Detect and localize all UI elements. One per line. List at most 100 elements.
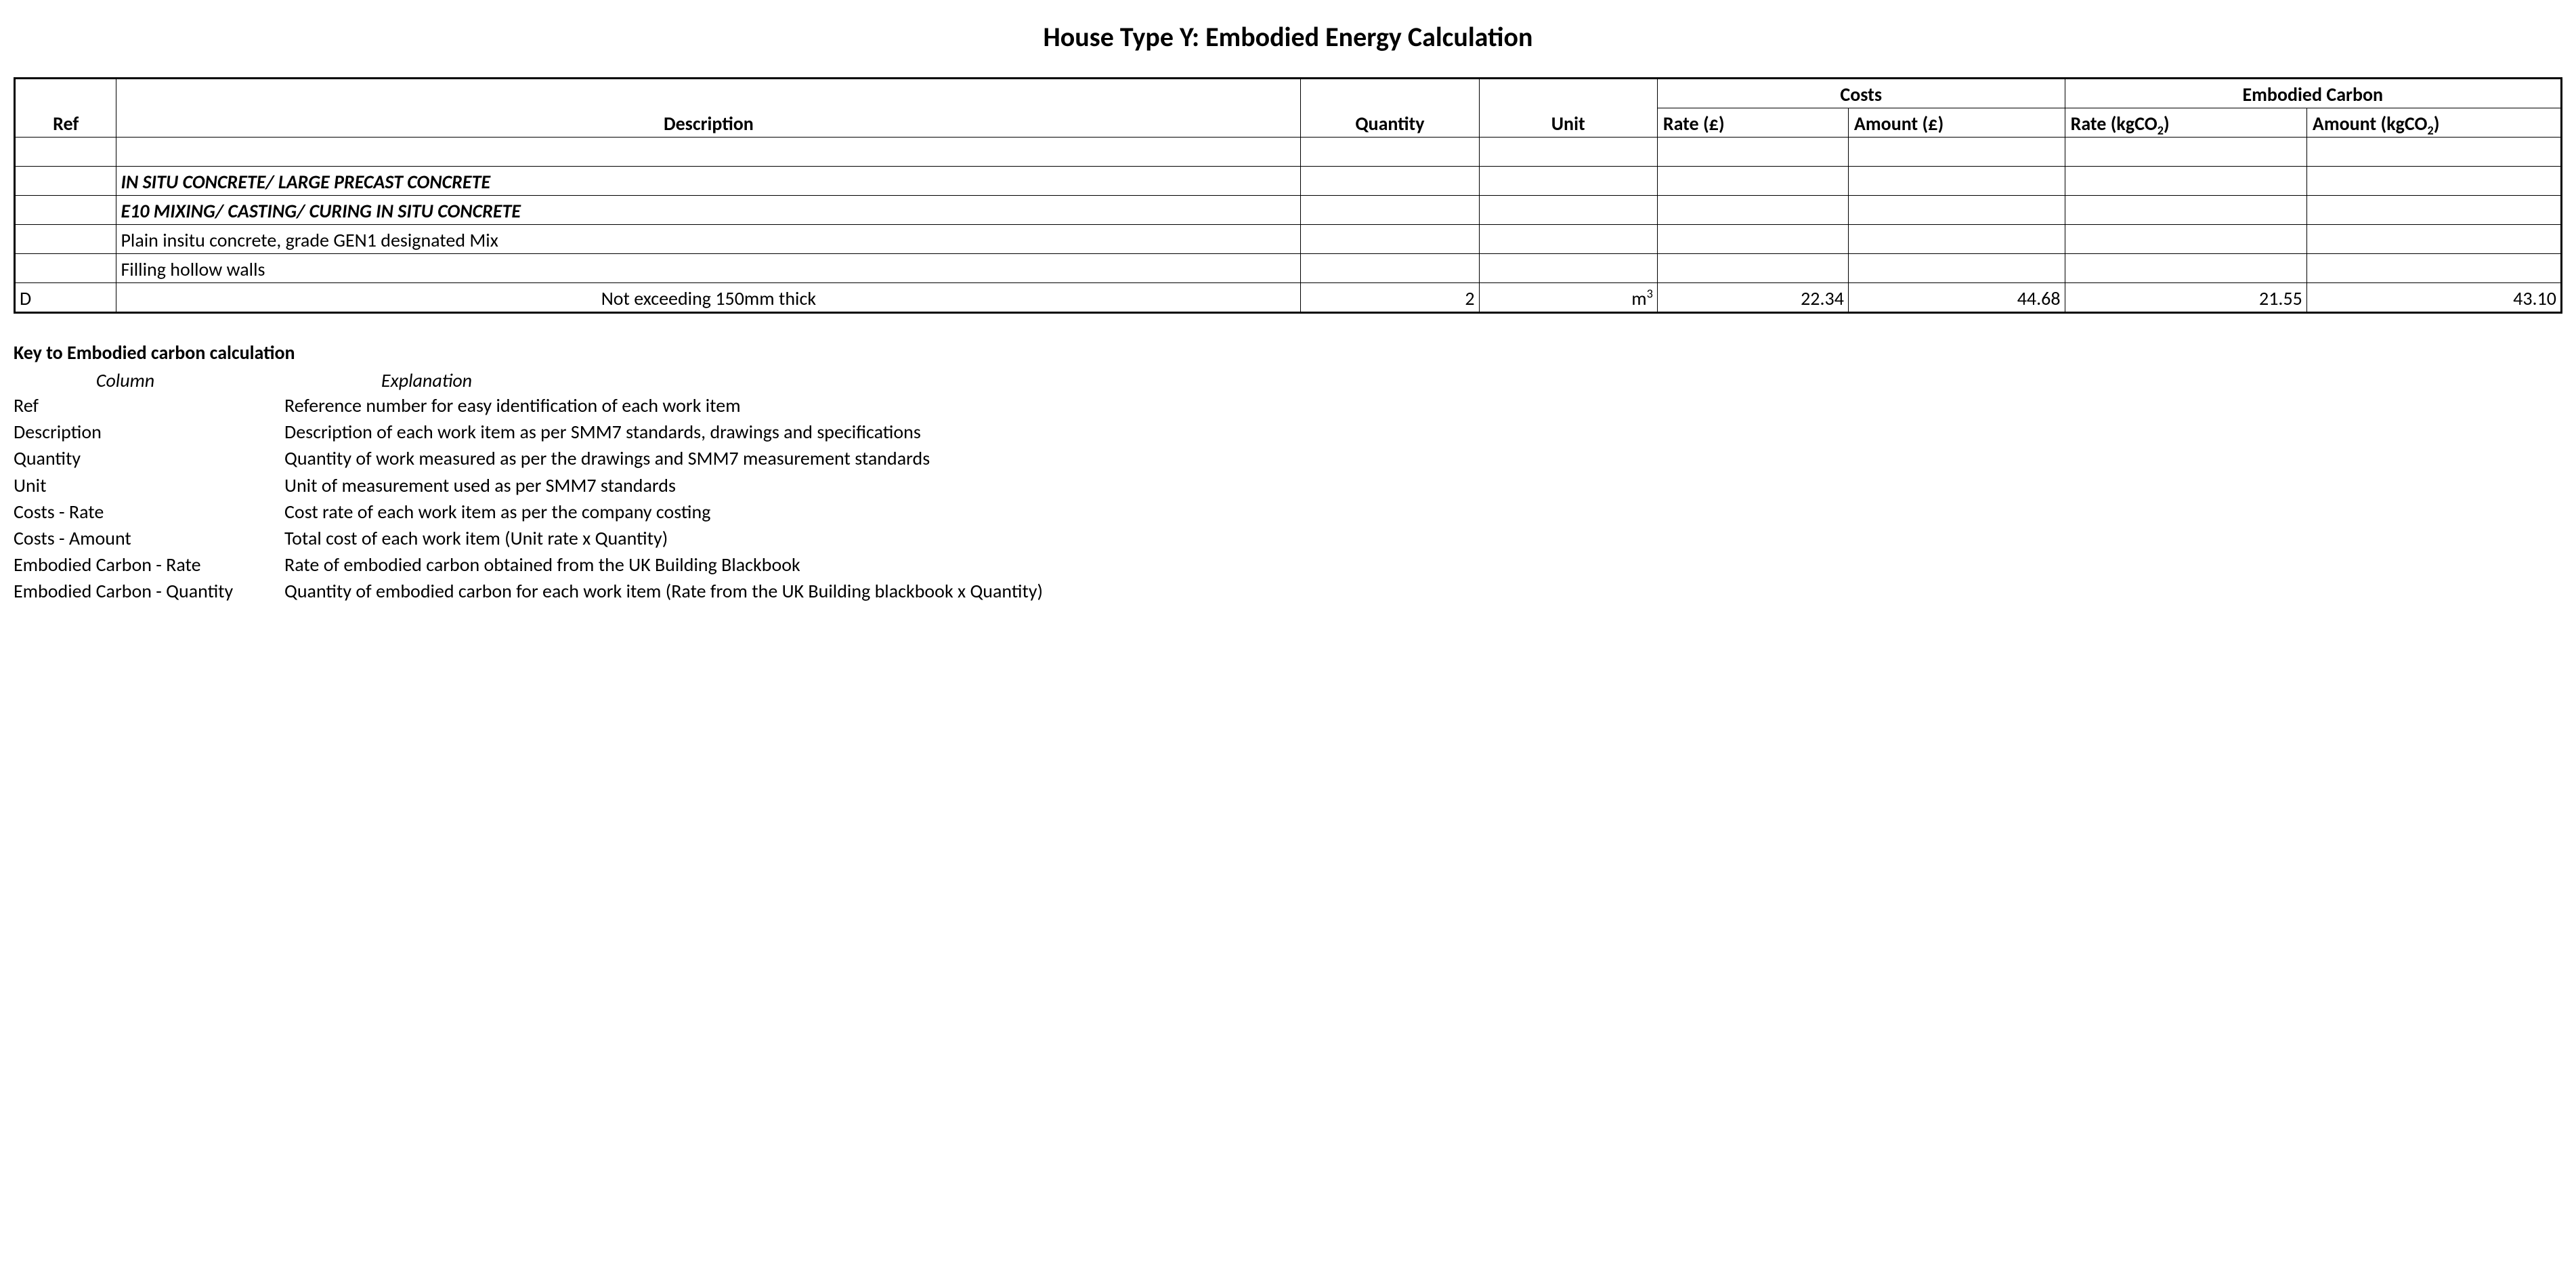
cell-description: E10 MIXING/ CASTING/ CURING IN SITU CONC… <box>116 196 1301 225</box>
hdr-costs-group: Costs <box>1657 79 2065 108</box>
key-column-name: Description <box>14 419 284 445</box>
cell-description <box>116 138 1301 167</box>
hdr-rate-cost: Rate (£) <box>1657 108 1848 138</box>
cell-unit <box>1479 167 1657 196</box>
cell-ec-amount <box>2306 167 2561 196</box>
cell-quantity <box>1301 138 1479 167</box>
key-section: Key to Embodied carbon calculation Colum… <box>14 341 2562 605</box>
hdr-embodied-group: Embodied Carbon <box>2065 79 2561 108</box>
key-explanation: Quantity of embodied carbon for each wor… <box>284 578 2562 604</box>
cell-cost-rate <box>1657 138 1848 167</box>
hdr-ref: Ref <box>15 79 116 138</box>
key-column-name: Ref <box>14 392 284 419</box>
key-row: Embodied Carbon - RateRate of embodied c… <box>14 551 2562 578</box>
key-explanation: Rate of embodied carbon obtained from th… <box>284 551 2562 578</box>
cell-ec-rate <box>2065 196 2306 225</box>
key-column-name: Embodied Carbon - Quantity <box>14 578 284 604</box>
cell-quantity <box>1301 167 1479 196</box>
cell-ec-amount <box>2306 254 2561 283</box>
cell-cost-amount: 44.68 <box>1848 283 2065 313</box>
key-column-name: Unit <box>14 472 284 499</box>
hdr-amount-ec: Amount (kgCO2) <box>2306 108 2561 138</box>
cell-ec-rate <box>2065 138 2306 167</box>
cell-ref <box>15 254 116 283</box>
hdr-rate-ec-suffix: ) <box>2164 112 2170 135</box>
table-row: Plain insitu concrete, grade GEN1 design… <box>15 225 2562 254</box>
cell-description: Plain insitu concrete, grade GEN1 design… <box>116 225 1301 254</box>
cell-ec-rate <box>2065 254 2306 283</box>
cell-cost-rate: 22.34 <box>1657 283 1848 313</box>
cell-description: Filling hollow walls <box>116 254 1301 283</box>
cell-quantity <box>1301 254 1479 283</box>
cell-ec-rate <box>2065 167 2306 196</box>
cell-cost-rate <box>1657 196 1848 225</box>
cell-unit <box>1479 138 1657 167</box>
cell-unit <box>1479 254 1657 283</box>
key-row: DescriptionDescription of each work item… <box>14 419 2562 445</box>
table-row: Filling hollow walls <box>15 254 2562 283</box>
cell-ec-amount <box>2306 196 2561 225</box>
hdr-amount-ec-suffix: ) <box>2434 112 2440 135</box>
cell-description: IN SITU CONCRETE/ LARGE PRECAST CONCRETE <box>116 167 1301 196</box>
key-column-name: Quantity <box>14 445 284 471</box>
hdr-amount-ec-prefix: Amount (kgCO <box>2313 112 2428 135</box>
cell-ref <box>15 196 116 225</box>
key-row: Costs - RateCost rate of each work item … <box>14 499 2562 525</box>
page-title: House Type Y: Embodied Energy Calculatio… <box>14 20 2562 54</box>
cell-ref: D <box>15 283 116 313</box>
cell-ref <box>15 225 116 254</box>
key-column-name: Embodied Carbon - Rate <box>14 551 284 578</box>
key-row: Embodied Carbon - QuantityQuantity of em… <box>14 578 2562 604</box>
table-row <box>15 138 2562 167</box>
key-explanation: Cost rate of each work item as per the c… <box>284 499 2562 525</box>
cell-unit <box>1479 196 1657 225</box>
cell-cost-amount <box>1848 196 2065 225</box>
table-row: DNot exceeding 150mm thick2m322.3444.682… <box>15 283 2562 313</box>
cell-cost-rate <box>1657 225 1848 254</box>
key-title: Key to Embodied carbon calculation <box>14 341 2562 364</box>
calculation-table: Ref Description Quantity Unit Costs Embo… <box>14 77 2562 314</box>
key-explanation: Total cost of each work item (Unit rate … <box>284 525 2562 551</box>
cell-unit: m3 <box>1479 283 1657 313</box>
cell-cost-amount <box>1848 225 2065 254</box>
hdr-rate-ec: Rate (kgCO2) <box>2065 108 2306 138</box>
key-row: RefReference number for easy identificat… <box>14 392 2562 419</box>
key-headers: Column Explanation <box>14 369 2562 392</box>
cell-ec-amount <box>2306 138 2561 167</box>
hdr-quantity: Quantity <box>1301 79 1479 138</box>
cell-cost-amount <box>1848 254 2065 283</box>
key-col2-hdr: Explanation <box>237 369 616 392</box>
hdr-rate-ec-sub: 2 <box>2158 123 2164 138</box>
key-rows: RefReference number for easy identificat… <box>14 392 2562 605</box>
key-explanation: Unit of measurement used as per SMM7 sta… <box>284 472 2562 499</box>
cell-quantity <box>1301 196 1479 225</box>
cell-cost-amount <box>1848 138 2065 167</box>
hdr-unit: Unit <box>1479 79 1657 138</box>
key-column-name: Costs - Amount <box>14 525 284 551</box>
table-row: IN SITU CONCRETE/ LARGE PRECAST CONCRETE <box>15 167 2562 196</box>
key-explanation: Quantity of work measured as per the dra… <box>284 445 2562 471</box>
key-explanation: Description of each work item as per SMM… <box>284 419 2562 445</box>
hdr-description: Description <box>116 79 1301 138</box>
table-row: E10 MIXING/ CASTING/ CURING IN SITU CONC… <box>15 196 2562 225</box>
cell-quantity: 2 <box>1301 283 1479 313</box>
hdr-rate-ec-prefix: Rate (kgCO <box>2071 112 2158 135</box>
key-col1-hdr: Column <box>14 369 237 392</box>
cell-ec-amount: 43.10 <box>2306 283 2561 313</box>
hdr-amount-cost: Amount (£) <box>1848 108 2065 138</box>
cell-ec-rate: 21.55 <box>2065 283 2306 313</box>
key-column-name: Costs - Rate <box>14 499 284 525</box>
cell-ec-amount <box>2306 225 2561 254</box>
key-explanation: Reference number for easy identification… <box>284 392 2562 419</box>
cell-cost-rate <box>1657 167 1848 196</box>
cell-unit <box>1479 225 1657 254</box>
key-row: UnitUnit of measurement used as per SMM7… <box>14 472 2562 499</box>
cell-ec-rate <box>2065 225 2306 254</box>
hdr-amount-ec-sub: 2 <box>2427 123 2433 138</box>
cell-ref <box>15 167 116 196</box>
table-body: IN SITU CONCRETE/ LARGE PRECAST CONCRETE… <box>15 138 2562 313</box>
cell-cost-amount <box>1848 167 2065 196</box>
cell-cost-rate <box>1657 254 1848 283</box>
cell-quantity <box>1301 225 1479 254</box>
key-row: QuantityQuantity of work measured as per… <box>14 445 2562 471</box>
